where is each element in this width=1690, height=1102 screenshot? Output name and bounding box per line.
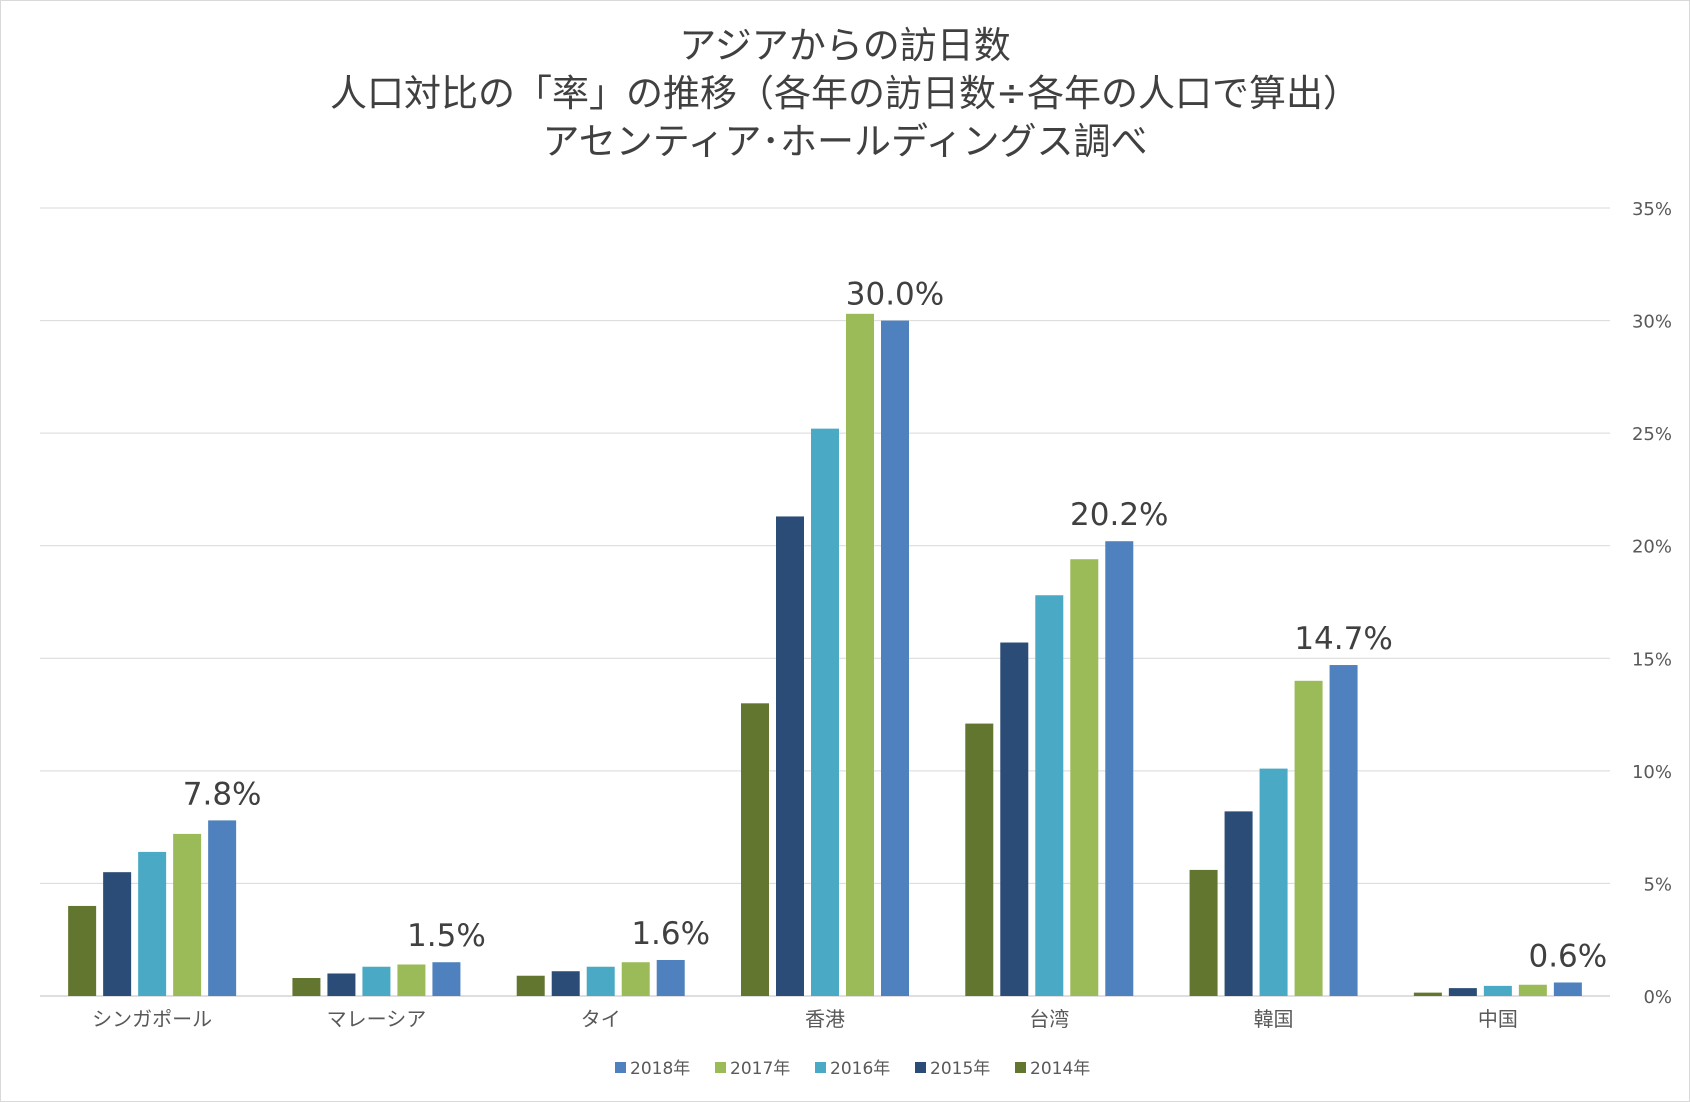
- bar: [965, 723, 994, 996]
- chart-title-line-1: アジアからの訪日数: [679, 24, 1011, 67]
- y-tick-label: 5%: [1643, 874, 1672, 895]
- y-tick-label: 0%: [1643, 987, 1672, 1008]
- bar: [846, 313, 874, 996]
- chart-title-line-2: 人口対比の「率」の推移（各年の訪日数÷各年の人口で算出）: [329, 72, 1360, 115]
- legend-swatch: [615, 1062, 626, 1073]
- y-tick-label: 15%: [1632, 649, 1672, 670]
- legend-label: 2015年: [930, 1059, 990, 1079]
- bar: [1035, 595, 1064, 996]
- bar: [1000, 642, 1029, 996]
- bar: [173, 833, 202, 996]
- data-label: 30.0%: [846, 277, 944, 313]
- x-tick-label: 台湾: [1029, 1007, 1069, 1031]
- legend-label: 2018年: [630, 1059, 690, 1079]
- legend: 2018年 2017年 2016年 2015年 2014年: [615, 1059, 1090, 1079]
- bar: [327, 973, 356, 996]
- bar: [551, 971, 580, 996]
- bar: [208, 820, 237, 996]
- legend-swatch: [1015, 1062, 1026, 1073]
- bar: [1483, 985, 1512, 996]
- bar: [741, 703, 769, 996]
- bar: [1294, 680, 1323, 996]
- data-label: 7.8%: [183, 776, 262, 812]
- x-tick-label: 香港: [805, 1007, 845, 1031]
- data-label: 20.2%: [1070, 497, 1168, 533]
- bar: [586, 966, 615, 996]
- bar: [68, 905, 97, 996]
- bar: [432, 962, 461, 996]
- bars: [68, 313, 1582, 997]
- bar: [656, 959, 685, 996]
- bar: [1413, 992, 1442, 996]
- bar: [516, 975, 545, 996]
- y-axis: 0% 5% 10% 15% 20% 25% 30% 35%: [1632, 199, 1672, 1008]
- bar: [1448, 988, 1477, 996]
- data-label: 1.5%: [407, 918, 486, 954]
- bar: [1189, 869, 1218, 996]
- bar: [1553, 982, 1582, 996]
- bar: [621, 962, 650, 996]
- bar: [881, 320, 909, 997]
- y-tick-label: 20%: [1632, 537, 1672, 558]
- bar: [1329, 665, 1358, 996]
- bar: [1259, 768, 1288, 996]
- legend-label: 2017年: [730, 1059, 790, 1079]
- legend-label: 2016年: [830, 1059, 890, 1079]
- bar: [1105, 541, 1134, 996]
- y-tick-label: 30%: [1632, 312, 1672, 333]
- x-tick-label: 韓国: [1254, 1007, 1294, 1031]
- x-tick-label: 中国: [1478, 1007, 1518, 1031]
- bar: [1224, 811, 1253, 996]
- data-label: 1.6%: [631, 916, 710, 952]
- y-tick-label: 35%: [1632, 199, 1672, 220]
- x-axis: シンガポール マレーシア タイ 香港 台湾 韓国 中国: [92, 1007, 1518, 1031]
- legend-swatch: [915, 1062, 926, 1073]
- legend-label: 2014年: [1030, 1059, 1090, 1079]
- bar: [811, 428, 839, 996]
- data-labels: 7.8% 1.5% 1.6% 30.0% 20.2% 14.7% 0.6%: [183, 277, 1607, 975]
- x-tick-label: マレーシア: [327, 1007, 427, 1031]
- bar: [1518, 984, 1547, 996]
- y-tick-label: 25%: [1632, 424, 1672, 445]
- bar: [292, 977, 321, 996]
- bar: [138, 851, 167, 996]
- legend-swatch: [815, 1062, 826, 1073]
- x-tick-label: シンガポール: [92, 1007, 212, 1031]
- bar: [362, 966, 391, 996]
- chart-title: アジアからの訪日数 人口対比の「率」の推移（各年の訪日数÷各年の人口で算出） ア…: [0, 22, 1690, 166]
- bar: [103, 872, 132, 996]
- bar: [1070, 559, 1099, 996]
- legend-swatch: [715, 1062, 726, 1073]
- y-tick-label: 10%: [1632, 762, 1672, 783]
- bar: [776, 516, 804, 996]
- data-label: 0.6%: [1528, 938, 1607, 974]
- x-tick-label: タイ: [581, 1007, 621, 1031]
- chart-title-line-3: アセンティア･ホールディングス調べ: [542, 120, 1148, 163]
- bar: [397, 964, 426, 996]
- data-label: 14.7%: [1294, 621, 1392, 657]
